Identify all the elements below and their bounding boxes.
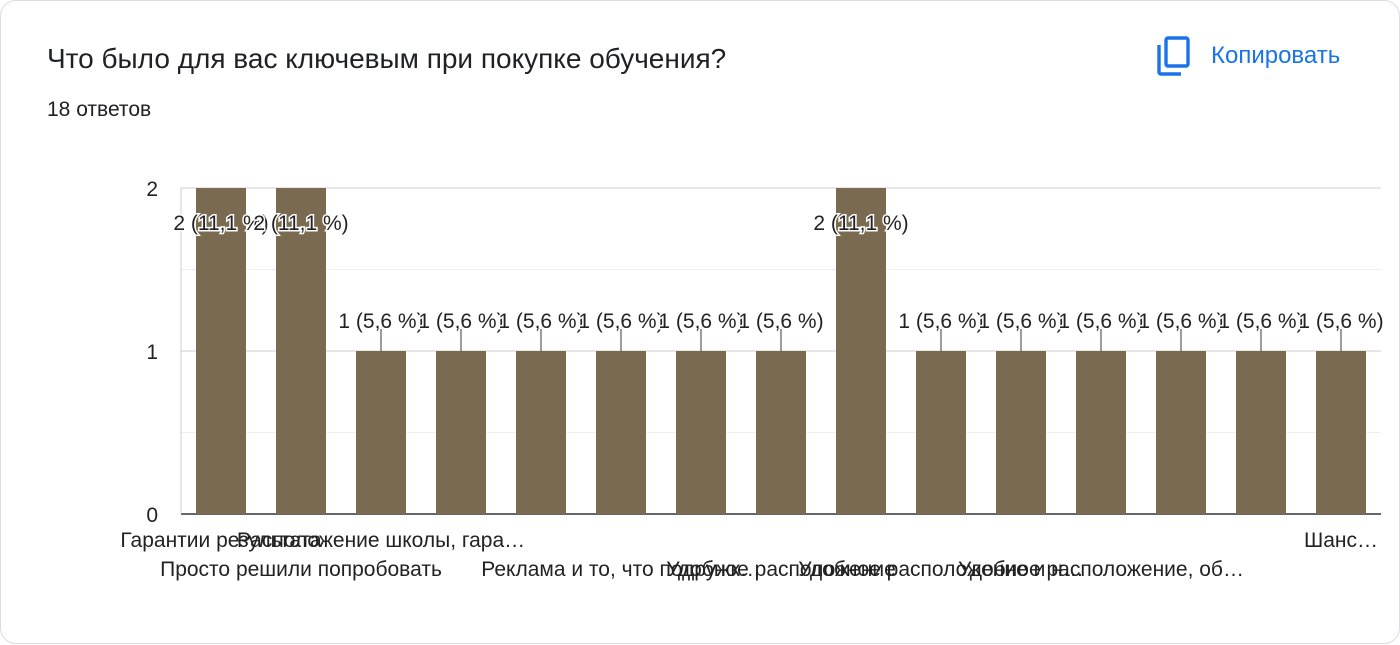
data-label: 1 (5,6 %) <box>658 310 743 333</box>
data-label: 1 (5,6 %) <box>978 310 1063 333</box>
copy-button[interactable]: Копировать <box>1147 31 1348 81</box>
bar <box>276 188 326 514</box>
bar <box>516 351 566 514</box>
data-label: 1 (5,6 %) <box>338 310 423 333</box>
data-label: 1 (5,6 %) <box>578 310 663 333</box>
y-tick-label: 2 <box>146 178 158 201</box>
bar <box>196 188 246 514</box>
data-label: 2 (11,1 %) <box>253 212 348 235</box>
bar <box>836 188 886 514</box>
bar <box>1236 351 1286 514</box>
x-tick-label: Удобное расположение <box>666 558 896 581</box>
data-label: 1 (5,6 %) <box>1218 310 1303 333</box>
bar <box>916 351 966 514</box>
data-label: 2 (11,1 %) <box>173 212 268 235</box>
data-label: 1 (5,6 %) <box>418 310 503 333</box>
question-title: Что было для вас ключевым при покупке об… <box>47 43 727 74</box>
x-tick-label: Удобное расположение, об… <box>958 558 1244 581</box>
bar <box>1156 351 1206 514</box>
x-tick-label: Шанс… <box>1304 529 1378 552</box>
copy-icon <box>1155 36 1191 76</box>
x-tick-label: Гарантии результата <box>120 529 322 552</box>
bar <box>1076 351 1126 514</box>
y-tick-label: 0 <box>146 504 158 527</box>
data-label: 1 (5,6 %) <box>1138 310 1223 333</box>
bar <box>1316 351 1366 514</box>
data-label: 1 (5,6 %) <box>898 310 983 333</box>
x-tick-label: Реклама и то, что подружк… <box>481 558 760 581</box>
x-tick-label: Удобное расположение и н… <box>798 558 1084 581</box>
bar <box>356 351 406 514</box>
bar <box>996 351 1046 514</box>
data-label: 1 (5,6 %) <box>1058 310 1143 333</box>
data-label: 2 (11,1 %) <box>813 212 908 235</box>
bar <box>596 351 646 514</box>
bar <box>676 351 726 514</box>
data-label: 1 (5,6 %) <box>1298 310 1383 333</box>
x-tick-label: Просто решили попробовать <box>160 558 442 581</box>
bar <box>436 351 486 514</box>
data-label: 1 (5,6 %) <box>498 310 583 333</box>
bar <box>756 351 806 514</box>
copy-label: Копировать <box>1211 42 1341 69</box>
response-count: 18 ответов <box>47 98 152 121</box>
x-tick-label: Расположение школы, гара… <box>237 529 525 552</box>
y-tick-label: 1 <box>146 341 158 364</box>
data-label: 1 (5,6 %) <box>738 310 823 333</box>
